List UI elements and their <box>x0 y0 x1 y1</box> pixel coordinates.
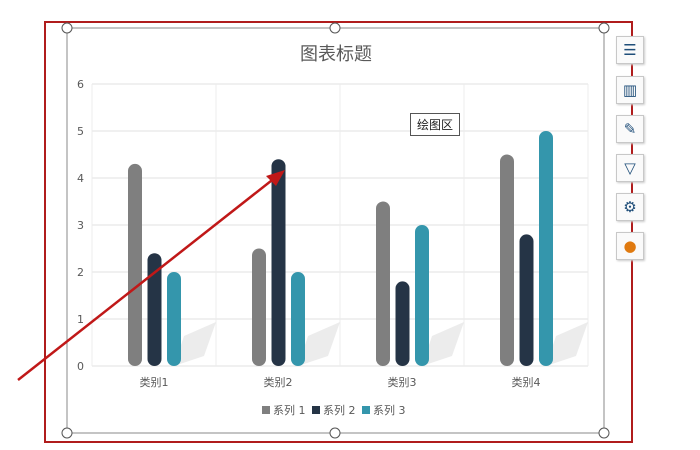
bar-shadow <box>546 322 588 366</box>
legend-swatch <box>312 406 320 414</box>
bar[interactable] <box>376 201 390 367</box>
bar[interactable] <box>500 154 514 367</box>
x-tick-label: 类别3 <box>388 375 417 389</box>
plot-area-tooltip: 绘图区 <box>410 113 461 136</box>
bar[interactable] <box>519 234 534 366</box>
chart-idea-button[interactable]: ● <box>616 232 644 260</box>
chart-settings-button[interactable]: ⚙ <box>616 193 644 221</box>
chart-brush-button[interactable]: ✎ <box>616 115 644 143</box>
chart-elements-icon: ☰ <box>623 41 637 59</box>
resize-handle[interactable] <box>598 22 610 34</box>
legend-label[interactable]: 系列 3 <box>373 403 406 417</box>
chart-filter-button[interactable]: ▽ <box>616 154 644 182</box>
brush-icon: ✎ <box>623 120 637 138</box>
bar[interactable] <box>167 272 181 366</box>
legend-swatch <box>262 406 270 414</box>
bar[interactable] <box>271 159 286 366</box>
chart-styles-button[interactable]: ▥ <box>616 76 644 104</box>
y-tick-label: 4 <box>77 172 84 185</box>
y-tick-label: 2 <box>77 266 84 279</box>
settings-icon: ⚙ <box>623 198 637 216</box>
bar-shadow <box>298 322 340 366</box>
idea-icon: ● <box>623 237 637 255</box>
chart-title[interactable]: 图表标题 <box>300 44 372 65</box>
bar[interactable] <box>147 253 162 366</box>
y-tick-label: 0 <box>77 360 84 373</box>
y-tick-label: 6 <box>77 78 84 91</box>
resize-handle[interactable] <box>329 427 341 439</box>
filter-icon: ▽ <box>624 159 636 177</box>
y-tick-label: 5 <box>77 125 84 138</box>
chart-elements-button[interactable]: ☰ <box>616 36 644 64</box>
chart-frame[interactable] <box>66 27 605 434</box>
x-tick-label: 类别4 <box>512 375 541 389</box>
chart-styles-icon: ▥ <box>622 81 638 99</box>
bar-shadow <box>422 322 464 366</box>
legend-label[interactable]: 系列 1 <box>273 403 306 417</box>
resize-handle[interactable] <box>61 22 73 34</box>
x-tick-label: 类别1 <box>140 375 169 389</box>
arrow-head <box>266 170 285 186</box>
bar-shadow <box>174 322 216 366</box>
x-tick-label: 类别2 <box>264 375 293 389</box>
bar[interactable] <box>395 281 410 366</box>
y-tick-label: 1 <box>77 313 84 326</box>
bar[interactable] <box>291 272 305 366</box>
resize-handle[interactable] <box>598 427 610 439</box>
resize-handle[interactable] <box>61 427 73 439</box>
legend-swatch <box>362 406 370 414</box>
bar[interactable] <box>415 225 429 366</box>
bar[interactable] <box>252 248 266 367</box>
bar[interactable] <box>128 163 142 366</box>
legend-label[interactable]: 系列 2 <box>323 403 356 417</box>
resize-handle[interactable] <box>329 22 341 34</box>
bar[interactable] <box>539 131 553 366</box>
annotation-arrow <box>17 176 277 381</box>
y-tick-label: 3 <box>77 219 84 232</box>
